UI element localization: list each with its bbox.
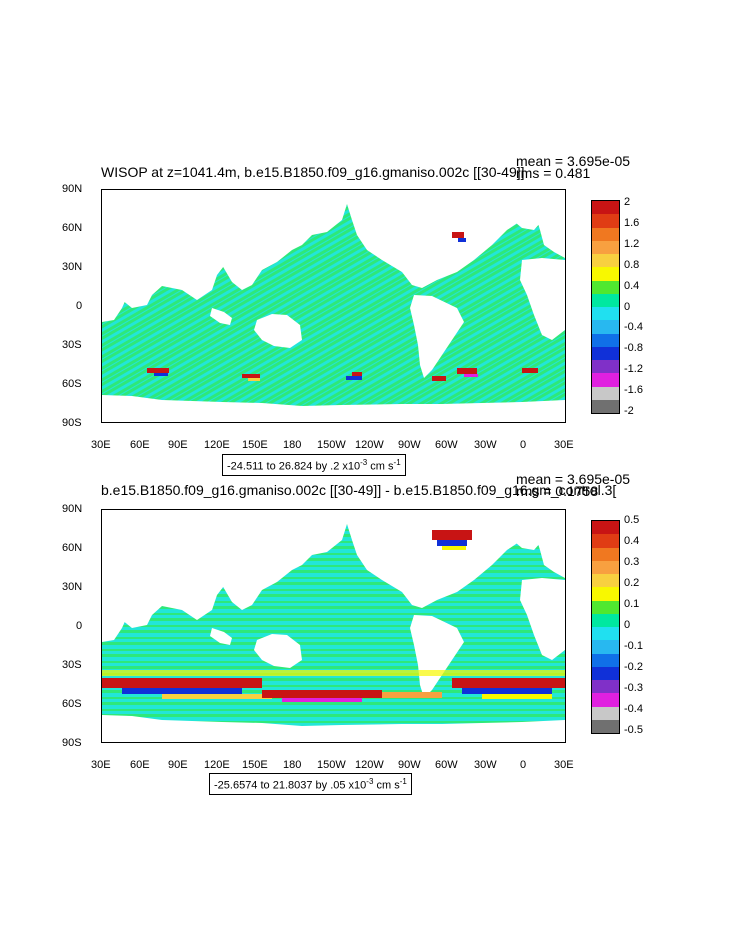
panel-bottom: b.e15.B1850.f09_g16.gmaniso.002c [[30-49…	[0, 472, 733, 945]
colorbar-label: 2	[624, 196, 631, 208]
lon-label: 30E	[554, 759, 574, 771]
plot-title: WISOP at z=1041.4m, b.e15.B1850.f09_g16.…	[101, 164, 525, 180]
plot-title: b.e15.B1850.f09_g16.gmaniso.002c [[30-49…	[101, 482, 617, 498]
colorbar-label: 1.2	[624, 238, 640, 250]
colorbar-label: -1.2	[624, 363, 643, 375]
colorbar-label: 1.6	[624, 217, 640, 229]
colorbar-label: 0.3	[624, 556, 640, 568]
colorbar-label: -0.4	[624, 703, 643, 715]
colorbar	[591, 520, 620, 734]
lon-label: 120E	[204, 759, 230, 771]
lon-label: 30W	[474, 759, 497, 771]
lon-label: 60E	[130, 759, 150, 771]
colorbar-label: -0.3	[624, 682, 643, 694]
colorbar-label: 0	[624, 301, 631, 313]
lon-label: 0	[520, 439, 527, 451]
lat-label: 30N	[62, 581, 83, 593]
lon-label: 90W	[398, 759, 421, 771]
lon-label: 180	[283, 439, 302, 451]
lon-label: 150W	[317, 439, 346, 451]
lat-label: 0	[76, 300, 83, 312]
colorbar-label: 0.1	[624, 598, 640, 610]
lon-label: 120W	[355, 439, 384, 451]
colorbar-label: -0.8	[624, 342, 643, 354]
lat-label: 30S	[62, 659, 82, 671]
colorbar-label: -0.1	[624, 640, 643, 652]
lon-label: 30E	[554, 439, 574, 451]
colorbar-label: -0.4	[624, 321, 643, 333]
colorbar-label: -1.6	[624, 384, 643, 396]
colorbar-label: -0.2	[624, 661, 643, 673]
lon-label: 90W	[398, 439, 421, 451]
lon-label: 180	[283, 759, 302, 771]
colorbar-label: 0.5	[624, 514, 640, 526]
colorbar-label: 0.8	[624, 259, 640, 271]
lat-label: 60S	[62, 378, 82, 390]
lat-label: 90S	[62, 417, 82, 429]
lat-label: 60N	[62, 222, 83, 234]
lon-label: 120W	[355, 759, 384, 771]
colorbar-label: 0.2	[624, 577, 640, 589]
lon-label: 90E	[168, 439, 188, 451]
colorbar-label: -2	[624, 405, 634, 417]
lon-label: 30E	[91, 759, 111, 771]
lat-label: 30N	[62, 261, 83, 273]
lon-label: 120E	[204, 439, 230, 451]
range-caption: -25.6574 to 21.8037 by .05 x10-3 cm s-1	[209, 773, 412, 795]
lat-label: 90S	[62, 737, 82, 749]
panel-top: WISOP at z=1041.4m, b.e15.B1850.f09_g16.…	[62, 153, 643, 476]
colorbar-label: -0.5	[624, 724, 643, 736]
mean-stat: mean = 3.695e-05	[516, 471, 631, 487]
lon-label: 90E	[168, 759, 188, 771]
colorbar-label: 0.4	[624, 535, 640, 547]
lon-label: 150E	[242, 439, 268, 451]
lat-label: 90N	[62, 183, 83, 195]
lon-label: 0	[520, 759, 527, 771]
lat-label: 30S	[62, 339, 82, 351]
rms-stat: rms = 0.481	[516, 165, 591, 181]
map-plot-area	[101, 189, 566, 423]
map-plot-area	[101, 509, 566, 743]
lon-label: 30E	[91, 439, 111, 451]
range-caption: -24.511 to 26.824 by .2 x10-3 cm s-1	[222, 454, 406, 476]
lat-label: 0	[76, 620, 83, 632]
lon-label: 60W	[435, 439, 458, 451]
colorbar	[591, 200, 620, 414]
lon-label: 150W	[317, 759, 346, 771]
lat-label: 60S	[62, 698, 82, 710]
map-field	[102, 190, 565, 422]
lon-label: 60E	[130, 439, 150, 451]
lon-label: 150E	[242, 759, 268, 771]
colorbar-label: 0.4	[624, 280, 640, 292]
rms-stat: rms = 0.1758	[516, 483, 599, 499]
lat-label: 90N	[62, 503, 83, 515]
lat-label: 60N	[62, 542, 83, 554]
lon-label: 60W	[435, 759, 458, 771]
lon-label: 30W	[474, 439, 497, 451]
colorbar-label: 0	[624, 619, 631, 631]
mean-stat: mean = 3.695e-05	[516, 153, 631, 169]
map-field	[102, 510, 565, 742]
